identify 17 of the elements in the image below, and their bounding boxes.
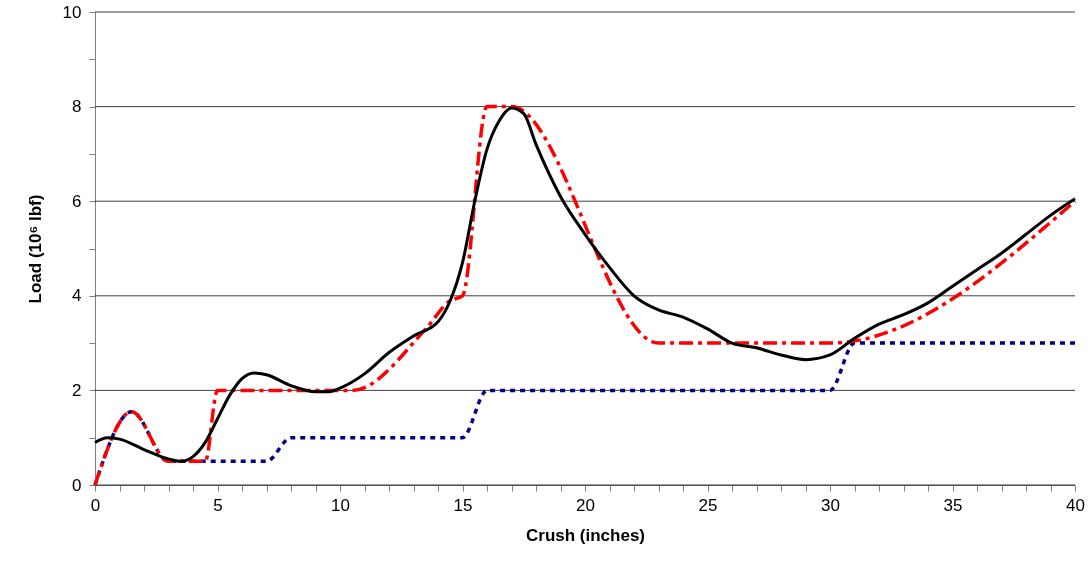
x-tick-label: 30 xyxy=(821,495,840,515)
y-axis-title: Load (10⁶ lbf) xyxy=(25,194,45,304)
x-axis-title: Crush (inches) xyxy=(525,525,646,545)
y-tick-label: 0 xyxy=(72,475,82,495)
x-tick-label: 35 xyxy=(943,495,963,515)
y-tick-label: 2 xyxy=(72,380,82,400)
x-tick-label: 25 xyxy=(698,495,718,515)
y-tick-label: 4 xyxy=(72,286,82,306)
y-tick-label: 8 xyxy=(72,97,82,117)
x-tick-label: 40 xyxy=(1066,495,1085,515)
x-tick-label: 0 xyxy=(90,495,101,515)
x-tick-label: 10 xyxy=(331,495,350,515)
y-tick-label: 10 xyxy=(62,2,82,22)
y-tick-label: 6 xyxy=(72,191,82,211)
x-tick-label: 20 xyxy=(576,495,595,515)
x-tick-label: 5 xyxy=(213,495,223,515)
x-tick-label: 15 xyxy=(453,495,473,515)
